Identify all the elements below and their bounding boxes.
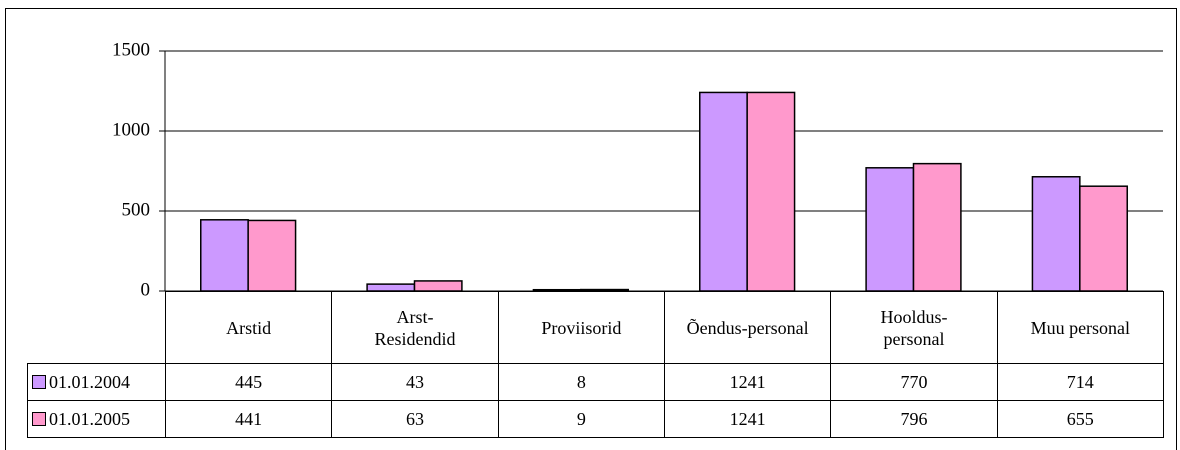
legend-label: 01.01.2004 [49,372,130,392]
legend-label: 01.01.2005 [49,409,130,429]
data-table: Arstid Arst- Residendid Proviisorid Õendus-… [27,291,1164,438]
x-tick-label: Õendus-personal [663,291,832,364]
legend-key [32,375,46,389]
y-tick-label: 0 [141,279,151,300]
data-label: 441 [164,400,333,438]
data-label: 770 [830,363,998,401]
chart-border [5,8,1177,450]
y-tick-label: 1000 [112,119,150,140]
bar [746,91,796,292]
data-label: 714 [996,363,1164,401]
bar [580,288,629,292]
series-row: 01.01.2004 445 43 8 1241 770 714 [27,363,1164,401]
x-tick-label: Arstid [164,291,333,364]
bar [699,91,748,292]
data-label: 1241 [663,363,832,401]
legend-key [32,412,46,426]
x-tick-label: Proviisorid [497,291,665,364]
data-label: 43 [331,363,499,401]
data-label: 796 [830,400,998,438]
x-tick-label: Hooldus- personal [830,291,998,364]
bar [413,280,463,292]
data-label: 63 [331,400,499,438]
bar [912,162,962,292]
bar [366,283,416,292]
bar [1031,176,1081,292]
legend-entry: 01.01.2005 [27,400,166,438]
x-tick-label: Arst- Residendid [331,291,499,364]
category-row: Arstid Arst- Residendid Proviisorid Õendus-… [28,291,1164,364]
x-tick-label: Muu personal [996,291,1164,364]
bar [1079,185,1128,292]
data-label: 8 [497,363,665,401]
data-label: 1241 [663,400,832,438]
y-tick-label: 1500 [112,39,150,60]
bar [200,219,249,292]
data-label: 9 [497,400,665,438]
bar [865,167,915,292]
legend-entry: 01.01.2004 [27,363,166,401]
blank-cell [28,292,166,364]
bar [247,219,297,292]
series-row: 01.01.2005 441 63 9 1241 796 655 [27,400,1164,438]
data-label: 445 [164,363,333,401]
y-tick-label: 500 [122,199,151,220]
data-label: 655 [996,400,1164,438]
